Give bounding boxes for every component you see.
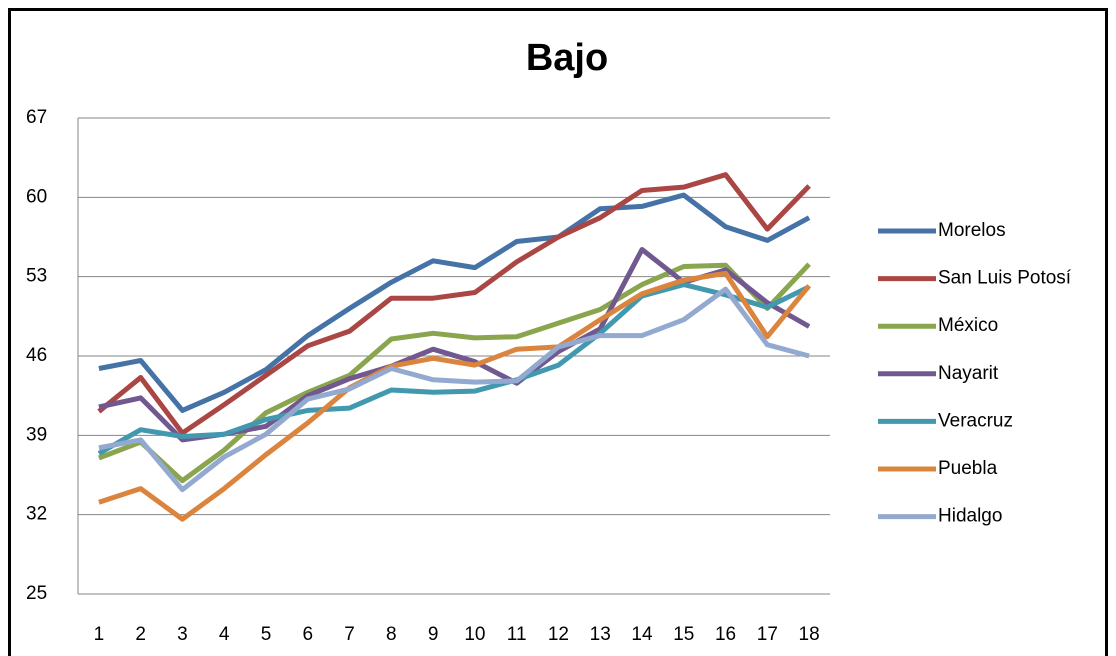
legend-label: Veracruz bbox=[938, 410, 1013, 431]
x-tick-label: 13 bbox=[590, 624, 611, 645]
y-tick-label: 39 bbox=[26, 424, 47, 445]
series-line bbox=[98, 192, 811, 413]
x-tick-label: 16 bbox=[715, 624, 736, 645]
y-tick-label: 60 bbox=[26, 186, 47, 207]
chart-frame bbox=[8, 8, 1108, 656]
chart-title: Bajo bbox=[526, 37, 608, 79]
series-line bbox=[97, 282, 811, 456]
x-tick-label: 17 bbox=[757, 624, 778, 645]
y-tick-label: 67 bbox=[26, 107, 47, 128]
legend-label: Puebla bbox=[938, 458, 998, 479]
x-tick-label: 12 bbox=[548, 624, 569, 645]
x-tick-label: 5 bbox=[261, 624, 272, 645]
legend-label: Hidalgo bbox=[938, 506, 1002, 527]
y-tick-label: 32 bbox=[26, 504, 47, 525]
x-tick-label: 11 bbox=[507, 624, 527, 645]
legend-label: Nayarit bbox=[938, 363, 999, 384]
x-tick-label: 10 bbox=[464, 624, 485, 645]
x-tick-label: 14 bbox=[631, 624, 653, 645]
legend-label: México bbox=[938, 315, 998, 336]
series-line bbox=[98, 286, 810, 493]
x-tick-label: 7 bbox=[344, 624, 355, 645]
x-tick-label: 3 bbox=[177, 624, 188, 645]
y-tick-label: 53 bbox=[26, 266, 47, 287]
x-tick-label: 8 bbox=[386, 624, 397, 645]
x-tick-label: 18 bbox=[799, 624, 820, 645]
series-line bbox=[97, 172, 811, 436]
y-tick-label: 46 bbox=[26, 345, 47, 366]
x-tick-label: 1 bbox=[94, 624, 105, 645]
legend-label: Morelos bbox=[938, 220, 1006, 241]
x-tick-label: 9 bbox=[428, 624, 439, 645]
x-tick-label: 15 bbox=[673, 624, 694, 645]
x-tick-label: 6 bbox=[302, 624, 313, 645]
x-tick-label: 4 bbox=[219, 624, 230, 645]
series-line bbox=[98, 262, 811, 484]
series-line bbox=[98, 270, 812, 522]
x-tick-label: 2 bbox=[135, 624, 146, 645]
legend-label: San Luis Potosí bbox=[938, 268, 1072, 289]
y-tick-label: 25 bbox=[26, 583, 47, 604]
